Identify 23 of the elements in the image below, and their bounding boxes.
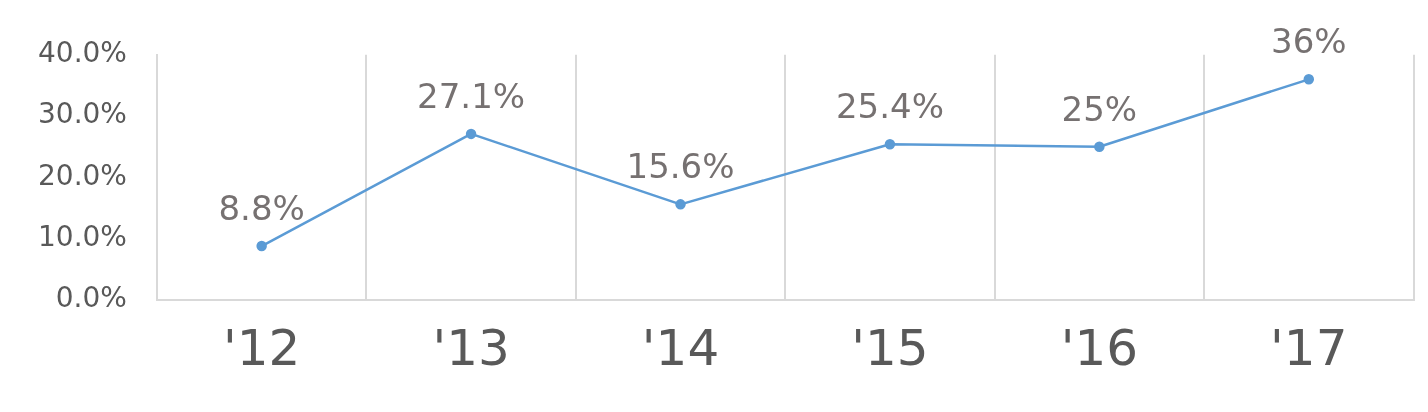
x-tick-label: '16 <box>1060 318 1139 377</box>
x-tick-label: '15 <box>851 318 929 377</box>
data-label: 25% <box>1061 88 1138 129</box>
y-tick-label: 40.0% <box>38 36 127 70</box>
point <box>1303 74 1315 85</box>
data-label: 36% <box>1271 21 1347 62</box>
data-label: 25.4% <box>835 86 944 127</box>
point <box>884 139 896 150</box>
x-tick-label: '14 <box>641 318 720 377</box>
x-tick-label: '13 <box>432 318 510 377</box>
x-tick-label: '17 <box>1270 318 1348 377</box>
point <box>256 240 267 252</box>
data-label: 8.8% <box>218 187 305 228</box>
data-label: 27.1% <box>417 75 526 116</box>
data-label: 15.6% <box>626 146 735 187</box>
y-tick-label: 10.0% <box>38 219 127 253</box>
y-tick-label: 30.0% <box>38 97 127 131</box>
point <box>465 128 477 140</box>
point <box>675 199 686 210</box>
x-tick-label: '12 <box>222 318 301 377</box>
y-tick-label: 0.0% <box>55 281 127 315</box>
point <box>1094 141 1105 152</box>
y-tick-label: 20.0% <box>38 158 127 192</box>
